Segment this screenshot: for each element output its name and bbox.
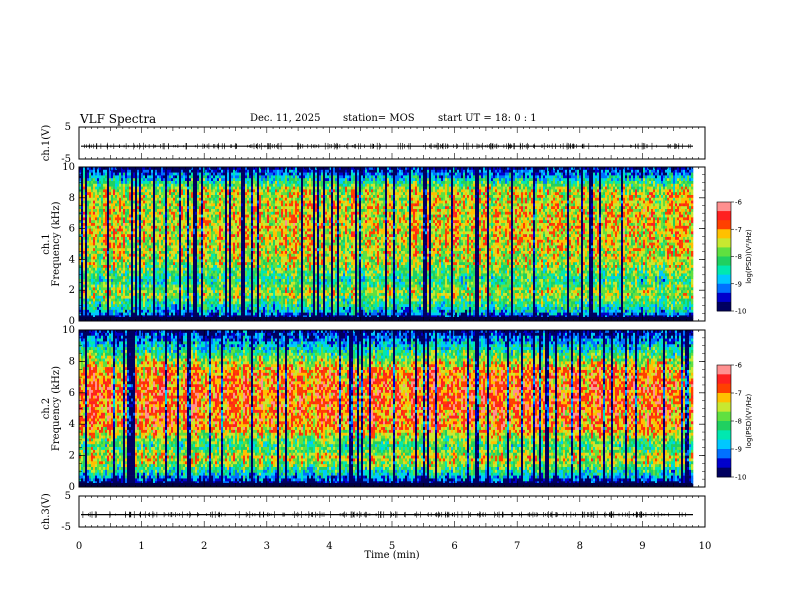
x-tick-label: 2 bbox=[201, 541, 207, 552]
ch1-spectrogram bbox=[79, 167, 693, 321]
colorbar-2: -6 -7 -8 -9 -10 log(PSD)(V²/Hz) bbox=[717, 362, 753, 482]
x-tick-label: 0 bbox=[76, 541, 82, 552]
y-tick-label: 6 bbox=[69, 388, 75, 399]
y-tick-label: 2 bbox=[69, 285, 75, 296]
ch3-waveform bbox=[81, 511, 693, 518]
y-axis-label: Frequency (kHz) bbox=[51, 201, 62, 286]
x-tick-label: 7 bbox=[514, 541, 520, 552]
x-axis-label: Time (min) bbox=[364, 550, 419, 561]
colorbar-label: log(PSD)(V²/Hz) bbox=[745, 229, 753, 284]
y-tick-label: 4 bbox=[69, 419, 75, 430]
x-tick-label: 3 bbox=[264, 541, 270, 552]
colorbar-tick-label: -10 bbox=[735, 474, 746, 482]
y-axis-label: Frequency (kHz) bbox=[51, 366, 62, 451]
y-tick-label: 10 bbox=[62, 162, 75, 173]
y-tick-label: 6 bbox=[69, 224, 75, 235]
colorbar-tick-label: -7 bbox=[735, 226, 742, 234]
colorbar-tick-label: -9 bbox=[735, 446, 742, 454]
y-tick-label: 4 bbox=[69, 254, 75, 265]
colorbar-tick-label: -9 bbox=[735, 280, 742, 288]
colorbar-tick-label: -7 bbox=[735, 390, 742, 398]
axis-ticks-0 bbox=[79, 127, 705, 159]
colorbar-tick-label: -6 bbox=[735, 199, 743, 207]
colorbar-1: -6 -7 -8 -9 -10 log(PSD)(V²/Hz) bbox=[717, 199, 753, 316]
y-tick-label: 8 bbox=[69, 193, 75, 204]
y-tick-label: 2 bbox=[69, 451, 75, 462]
y-tick-label: 8 bbox=[69, 356, 75, 367]
x-tick-label: 10 bbox=[699, 541, 712, 552]
y-tick-label: 5 bbox=[65, 491, 71, 502]
colorbar-tick-label: -8 bbox=[735, 418, 742, 426]
y-axis-label: ch.1(V) bbox=[41, 125, 52, 162]
y-tick-label: -5 bbox=[61, 522, 71, 533]
colorbar-tick-label: -10 bbox=[735, 308, 746, 316]
vlf-spectra-figure: 5-5ch.1(V)0246810ch.1 Frequency (kHz) -6-7… bbox=[0, 0, 792, 612]
ch1-waveform bbox=[81, 143, 693, 150]
colorbar-tick-label: -6 bbox=[735, 362, 743, 370]
colorbar-tick-label: -8 bbox=[735, 253, 742, 261]
y-axis-label: ch.3(V) bbox=[41, 493, 52, 530]
x-tick-label: 1 bbox=[138, 541, 144, 552]
y-tick-label: 10 bbox=[62, 325, 75, 336]
colorbar-label: log(PSD)(V²/Hz) bbox=[745, 393, 753, 448]
y-tick-label: 5 bbox=[65, 122, 71, 133]
x-tick-label: 6 bbox=[451, 541, 457, 552]
x-tick-label: 4 bbox=[326, 541, 332, 552]
x-tick-label: 9 bbox=[639, 541, 645, 552]
ch2-spectrogram bbox=[79, 330, 693, 487]
x-tick-label: 8 bbox=[577, 541, 583, 552]
